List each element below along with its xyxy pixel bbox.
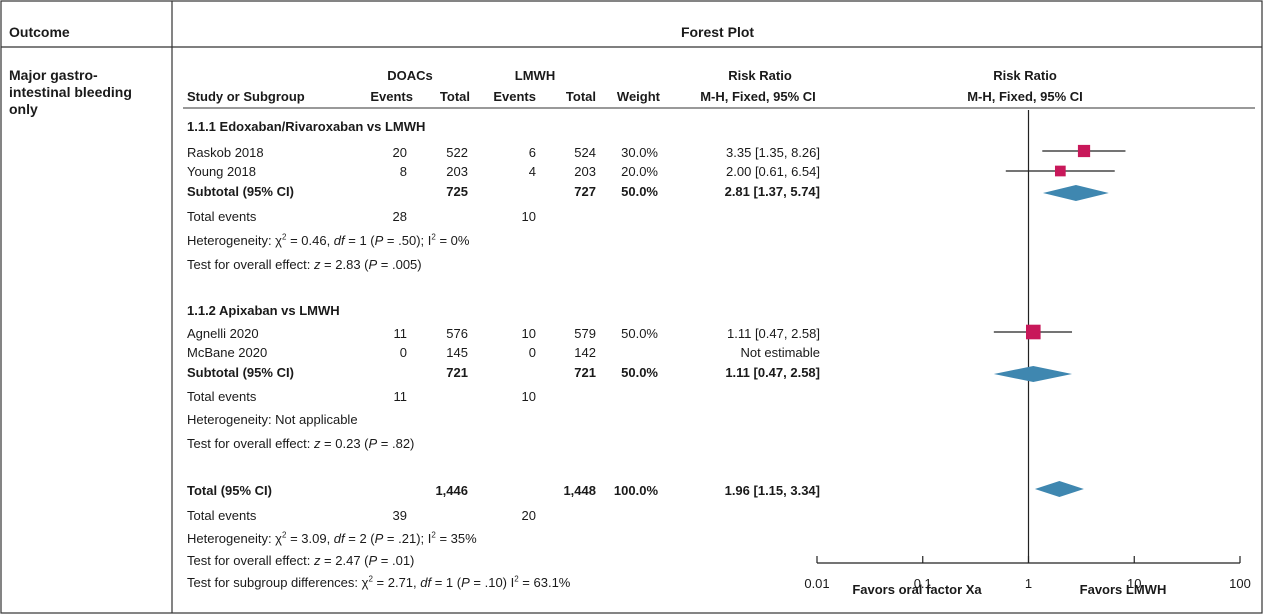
total-events-1: 11 [393,389,408,404]
weight: 50.0% [621,326,658,341]
subtotal-total-2: 727 [574,184,596,199]
total-1: 145 [446,345,468,360]
total-weight: 100.0% [613,483,658,498]
subtotal-ci: 1.11 [0.47, 2.58] [725,365,820,380]
total-events-label: Total events [187,209,257,224]
total-events-2: 20 [521,508,536,523]
favors-left-label: Favors oral factor Xa [852,582,982,597]
events-1: 0 [399,345,407,360]
subtotal-total-2: 721 [574,365,596,380]
col-total-1: Total [439,89,470,104]
study-name: Agnelli 2020 [187,326,259,341]
col-events-1: Events [370,89,413,104]
events-2: 0 [528,345,536,360]
favors-right-label: Favors LMWH [1079,582,1167,597]
x-tick-label: 1 [1024,576,1033,591]
total-events-2: 10 [521,389,536,404]
total-2: 579 [574,326,596,341]
outcome-line-2: intestinal bleeding [9,84,132,100]
group2-header: LMWH [514,68,556,83]
subtotal-label: Subtotal (95% CI) [187,184,294,199]
heterogeneity-1: Heterogeneity: χ2 = 0.46, df = 1 (P = .5… [187,232,470,248]
heterogeneity-2: Heterogeneity: Not applicable [187,412,358,427]
subgroup-2-title: 1.1.2 Apixaban vs LMWH [187,303,340,318]
subtotal-total-1: 725 [446,184,468,199]
total-total-2: 1,448 [563,483,596,498]
risk-ratio-ci: Not estimable [740,345,820,360]
col-weight: Weight [616,89,660,104]
header-outcome: Outcome [9,24,70,40]
total-events-1: 39 [392,508,407,523]
heterogeneity-total: Heterogeneity: χ2 = 3.09, df = 2 (P = .2… [187,530,477,546]
total-1: 576 [446,326,468,341]
total-events-label: Total events [187,508,257,523]
total-label: Total (95% CI) [187,483,272,498]
header-forest-plot: Forest Plot [680,24,755,40]
total-ci: 1.96 [1.15, 3.34] [724,483,820,498]
pooled-diamond [1034,481,1084,497]
total-1: 203 [446,164,468,179]
subtotal-ci: 2.81 [1.37, 5.74] [724,184,820,199]
subtotal-total-1: 721 [446,365,468,380]
x-tick-label: 100 [1229,576,1251,591]
events-1: 11 [393,326,408,341]
subtotal-weight: 50.0% [621,184,658,199]
study-square [1025,324,1041,340]
risk-ratio-ci: 1.11 [0.47, 2.58] [727,326,820,341]
study-name: Young 2018 [187,164,256,179]
study-name: Raskob 2018 [187,145,264,160]
overall-effect-1: Test for overall effect: z = 2.83 (P = .… [187,257,422,272]
subtotal-label: Subtotal (95% CI) [187,365,294,380]
total-2: 142 [574,345,596,360]
total-events-label: Total events [187,389,257,404]
overall-effect-2: Test for overall effect: z = 0.23 (P = .… [187,436,415,451]
weight: 30.0% [621,145,658,160]
group1-header: DOACs [387,68,433,83]
col-events-2: Events [493,89,536,104]
x-tick-label: 0.01 [804,576,830,591]
total-total-1: 1,446 [435,483,468,498]
events-2: 6 [528,145,536,160]
events-1: 8 [399,164,407,179]
subgroup-differences: Test for subgroup differences: χ2 = 2.71… [187,574,571,590]
weight: 20.0% [621,164,658,179]
study-square [1077,144,1091,158]
study-square [1054,165,1066,177]
rr-header-1: Risk Ratio [728,68,792,83]
plot-header-2: M-H, Fixed, 95% CI [967,89,1083,104]
study-name: McBane 2020 [187,345,268,360]
pooled-diamond [993,366,1073,382]
risk-ratio-ci: 2.00 [0.61, 6.54] [726,164,820,179]
total-1: 522 [446,145,468,160]
overall-effect-total: Test for overall effect: z = 2.47 (P = .… [187,553,415,568]
col-study: Study or Subgroup [187,89,305,104]
col-total-2: Total [565,89,596,104]
subgroup-1-title: 1.1.1 Edoxaban/Rivaroxaban vs LMWH [187,119,426,134]
outcome-line-1: Major gastro- [9,67,98,83]
pooled-diamond [1042,185,1109,201]
events-1: 20 [392,145,407,160]
events-2: 4 [528,164,536,179]
rr-header-2: M-H, Fixed, 95% CI [700,89,816,104]
events-2: 10 [521,326,536,341]
outcome-line-3: only [9,101,38,117]
x-tick-label: 0.1 [913,576,932,591]
total-2: 203 [574,164,596,179]
total-events-2: 10 [521,209,536,224]
plot-header-1: Risk Ratio [993,68,1057,83]
total-2: 524 [574,145,596,160]
x-tick-label: 10 [1127,576,1142,591]
total-events-1: 28 [392,209,407,224]
subtotal-weight: 50.0% [621,365,658,380]
risk-ratio-ci: 3.35 [1.35, 8.26] [726,145,820,160]
